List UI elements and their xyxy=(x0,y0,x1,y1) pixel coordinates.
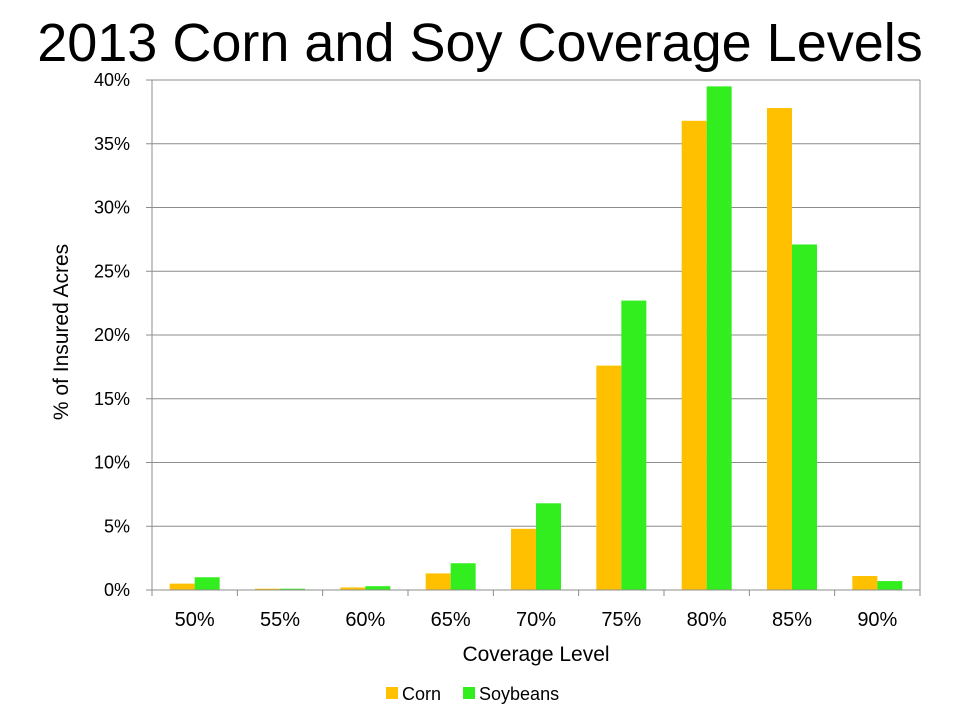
y-tick-label: 30% xyxy=(94,198,130,218)
bar-soybeans-80 xyxy=(706,86,732,590)
bar-corn-85 xyxy=(767,108,792,591)
bar-corn-80 xyxy=(681,120,707,591)
bar-soybeans-55 xyxy=(280,588,305,590)
bar-corn-65 xyxy=(425,573,451,590)
bar-soybeans-50 xyxy=(194,577,220,590)
x-tick-label: 75% xyxy=(601,609,641,631)
legend-swatch-soybeans xyxy=(463,687,476,699)
y-axis-title: % of Insured Acres xyxy=(50,244,73,420)
y-tick-label: 5% xyxy=(104,516,130,536)
bar-soybeans-85 xyxy=(792,244,817,590)
bar-soybeans-60 xyxy=(365,586,391,590)
x-tick-label: 55% xyxy=(260,609,300,631)
bars xyxy=(169,86,903,591)
bar-corn-70 xyxy=(511,528,536,590)
x-tick-label: 70% xyxy=(516,609,556,631)
x-tick-label: 85% xyxy=(772,609,812,631)
y-tick-label: 10% xyxy=(94,453,130,473)
x-tick-label: 65% xyxy=(431,609,471,631)
x-tick-label: 80% xyxy=(687,609,727,631)
bar-soybeans-75 xyxy=(621,300,647,590)
y-tick-label: 40% xyxy=(94,70,130,90)
bar-soybeans-90 xyxy=(877,581,903,590)
legend-swatch-corn xyxy=(386,687,398,699)
bar-corn-50 xyxy=(169,583,195,590)
axes: 0% 5% 10% 15% 20% 25% 30% 35% 40% 50% 55% 60% 65% 70%… xyxy=(50,70,921,666)
bar-soybeans-65 xyxy=(450,563,476,590)
legend-label-corn: Corn xyxy=(402,684,441,704)
y-tick-label: 20% xyxy=(94,325,130,345)
y-tick-label: 35% xyxy=(94,134,130,154)
x-tick-label: 60% xyxy=(345,609,385,631)
bar-corn-75 xyxy=(596,365,622,590)
legend-label-soybeans: Soybeans xyxy=(479,684,559,704)
y-tick-label: 25% xyxy=(94,261,130,281)
chart-title: 2013 Corn and Soy Coverage Levels xyxy=(37,13,923,73)
x-tick-label: 90% xyxy=(857,609,897,631)
legend: Corn Soybeans xyxy=(386,684,559,704)
y-tick-label: 15% xyxy=(94,389,130,409)
x-axis-title: Coverage Level xyxy=(462,643,609,666)
bar-corn-90 xyxy=(852,575,878,590)
bar-soybeans-70 xyxy=(536,503,561,590)
y-tick-label: 0% xyxy=(104,580,130,600)
bar-corn-60 xyxy=(340,587,366,590)
bar-corn-55 xyxy=(255,588,280,590)
x-tick-label: 50% xyxy=(175,609,215,631)
